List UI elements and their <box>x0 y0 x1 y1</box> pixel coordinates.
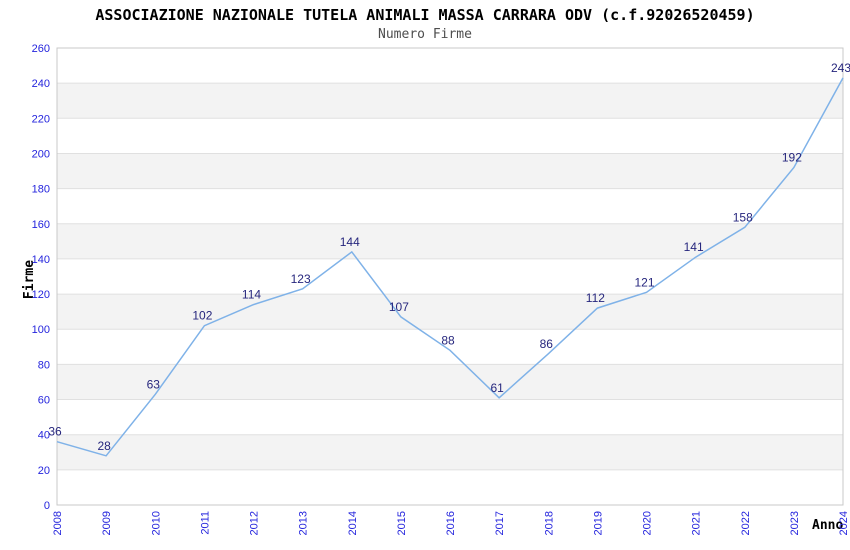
data-label: 112 <box>586 291 605 305</box>
x-tick-label: 2014 <box>347 511 359 535</box>
y-tick-label: 40 <box>38 430 50 442</box>
x-tick-label: 2020 <box>642 511 654 535</box>
data-label: 61 <box>490 381 504 395</box>
data-label: 192 <box>782 151 802 165</box>
y-tick-label: 180 <box>32 184 50 196</box>
data-label: 36 <box>48 425 62 439</box>
x-tick-label: 2010 <box>150 511 162 535</box>
y-tick-label: 220 <box>32 113 50 125</box>
plot-border <box>56 47 844 506</box>
y-tick-label: 0 <box>44 500 50 512</box>
data-label: 86 <box>540 337 554 351</box>
y-tick-label: 160 <box>32 219 50 231</box>
plot-band <box>57 294 843 330</box>
chart-title: ASSOCIAZIONE NAZIONALE TUTELA ANIMALI MA… <box>95 6 755 24</box>
x-tick-label: 2023 <box>789 511 801 535</box>
x-tick-label: 2015 <box>396 511 408 535</box>
plot-band <box>57 153 843 189</box>
y-tick-label: 240 <box>32 78 50 90</box>
data-label: 141 <box>684 240 704 254</box>
data-label: 63 <box>147 377 161 391</box>
data-label: 144 <box>340 235 360 249</box>
plot-band <box>57 83 843 119</box>
y-tick-label: 140 <box>32 254 50 266</box>
y-tick-label: 80 <box>38 359 50 371</box>
x-tick-label: 2024 <box>838 511 850 535</box>
y-tick-label: 260 <box>32 43 50 55</box>
x-tick-label: 2013 <box>298 511 310 535</box>
y-tick-label: 200 <box>32 148 50 160</box>
x-tick-label: 2022 <box>740 511 752 535</box>
x-tick-label: 2012 <box>249 511 261 535</box>
x-tick-label: 2021 <box>691 511 703 535</box>
data-label: 123 <box>291 272 311 286</box>
data-label: 121 <box>634 275 654 289</box>
x-tick-label: 2017 <box>494 511 506 535</box>
x-tick-label: 2019 <box>592 511 604 535</box>
y-tick-label: 100 <box>32 324 50 336</box>
data-label: 107 <box>389 300 409 314</box>
x-tick-label: 2008 <box>52 511 64 535</box>
chart-subtitle: Numero Firme <box>378 27 472 42</box>
data-label: 102 <box>192 309 212 323</box>
data-label: 88 <box>441 333 455 347</box>
data-label: 158 <box>733 210 753 224</box>
y-tick-label: 60 <box>38 395 50 407</box>
plot-band <box>57 223 843 259</box>
data-label: 28 <box>97 439 111 453</box>
x-tick-label: 2009 <box>101 511 113 535</box>
plot-band <box>57 364 843 400</box>
data-label: 114 <box>242 288 261 302</box>
y-tick-label: 120 <box>32 289 50 301</box>
series-line <box>56 77 844 457</box>
plot-band <box>57 434 843 470</box>
x-axis-label: Anno <box>812 518 844 533</box>
x-tick-label: 2016 <box>445 511 457 535</box>
data-label: 243 <box>831 61 850 75</box>
x-tick-label: 2018 <box>543 511 555 535</box>
x-tick-label: 2011 <box>199 511 211 535</box>
y-tick-label: 20 <box>38 465 50 477</box>
